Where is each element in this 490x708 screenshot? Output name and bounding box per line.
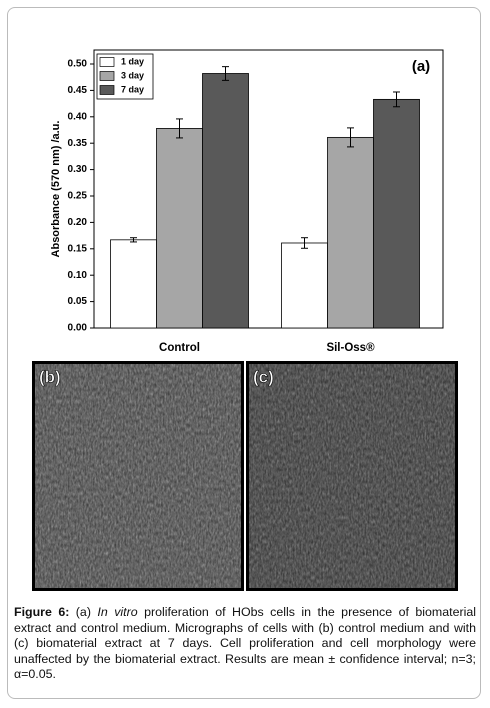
panel-label: (a) (412, 58, 430, 75)
legend-label: 3 day (121, 70, 144, 80)
y-tick-label: 0.00 (68, 323, 88, 334)
bar (110, 239, 157, 329)
y-tick-label: 0.20 (68, 217, 88, 228)
y-tick-label: 0.05 (68, 296, 88, 307)
y-tick-label: 0.35 (68, 138, 88, 149)
caption-label: Figure 6: (14, 605, 70, 619)
bar (327, 136, 374, 329)
x-tick-label: Sil-Oss® (326, 342, 375, 354)
bar (156, 128, 203, 329)
y-tick-label: 0.40 (68, 111, 88, 122)
caption-italic: In vitro (97, 605, 138, 619)
y-tick-label: 0.25 (68, 191, 88, 202)
y-tick-label: 0.15 (68, 243, 88, 254)
y-axis-label: Absorbance (570 nm) /a.u. (50, 121, 62, 258)
x-tick-label: Control (159, 342, 200, 354)
panel-label: (c) (253, 367, 274, 386)
y-tick-label: 0.50 (68, 59, 88, 70)
panel-label: (b) (39, 367, 61, 386)
y-tick-label: 0.30 (68, 164, 88, 175)
legend-label: 1 day (121, 56, 144, 66)
figure-caption: Figure 6: (a) In vitro proliferation of … (14, 605, 476, 683)
legend-swatch (99, 71, 115, 81)
micrograph-b: (b) (32, 361, 244, 591)
figure: (a) Absorbance (570 nm) /a.u. (b) (c) 0.… (32, 49, 458, 591)
legend-swatch (99, 85, 115, 95)
plot-frame (93, 49, 444, 329)
caption-text: proliferation of HObs cells in the prese… (14, 605, 476, 682)
bar (373, 98, 420, 329)
micrograph-c: (c) (246, 361, 458, 591)
bar (202, 73, 249, 329)
bar (281, 242, 328, 329)
y-tick-label: 0.10 (68, 270, 88, 281)
figure-frame (7, 7, 481, 699)
legend-swatch (99, 57, 115, 67)
caption-text: (a) (75, 605, 91, 619)
legend-label: 7 day (121, 84, 144, 94)
y-tick-label: 0.45 (68, 85, 88, 96)
